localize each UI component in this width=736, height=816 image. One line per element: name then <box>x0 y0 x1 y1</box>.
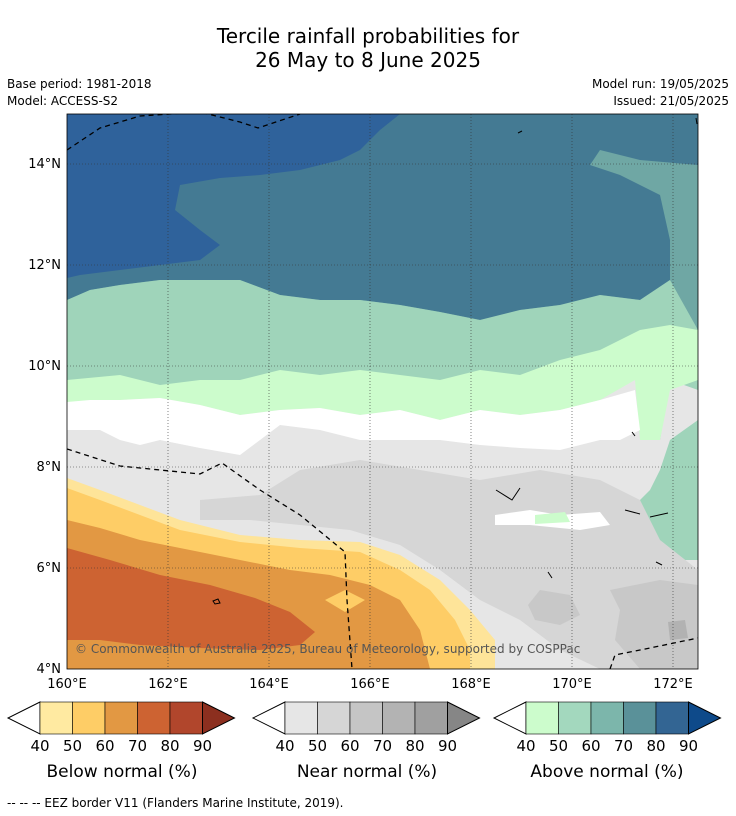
longitude-tick-label: 166°E <box>350 677 390 692</box>
colorbar-high-extend <box>202 701 236 735</box>
colorbar-tick-label: 70 <box>128 737 147 755</box>
above-80-region <box>67 114 400 278</box>
colorbar-segment <box>317 701 351 735</box>
map-title-line2: 26 May to 8 June 2025 <box>255 48 481 72</box>
colorbar-segment <box>382 701 416 735</box>
colorbar-tick-label: 40 <box>516 737 535 755</box>
eez-legend-footnote: -- -- -- EEZ border V11 (Flanders Marine… <box>7 796 344 810</box>
colorbar-segment <box>525 701 559 735</box>
above-40-patch <box>535 512 570 524</box>
colorbar-tick-label: 70 <box>614 737 633 755</box>
colorbar-segment <box>104 701 138 735</box>
below-normal-colorbar-label: Below normal (%) <box>46 762 198 782</box>
colorbar-segment <box>655 701 689 735</box>
longitude-tick-label: 160°E <box>47 677 87 692</box>
no-dominant-region <box>67 390 640 455</box>
eez-borders <box>67 114 698 669</box>
longitude-tick-label: 170°E <box>552 677 592 692</box>
colorbar-tick-label: 70 <box>373 737 392 755</box>
colorbar-tick-label: 50 <box>63 737 82 755</box>
colorbar-tick-label: 80 <box>160 737 179 755</box>
colorbar-segment <box>72 701 106 735</box>
model-name: Model: ACCESS-S2 <box>7 94 119 108</box>
map-field <box>67 114 698 669</box>
colorbar-tick-label: 90 <box>438 737 457 755</box>
colorbars: 40 50 60 70 80 90 40 50 60 70 80 90 40 50 60 70 80 90 <box>6 701 722 755</box>
issued-date: Issued: 21/05/2025 <box>613 94 729 108</box>
model-run: Model run: 19/05/2025 <box>591 77 729 91</box>
colorbar-high-extend <box>688 701 722 735</box>
colorbar-tick-label: 50 <box>308 737 327 755</box>
colorbar-high-extend <box>447 701 481 735</box>
below-70-region <box>67 548 315 650</box>
above-50-region <box>67 280 698 560</box>
longitude-ticks: 160°E 162°E 164°E 166°E 168°E 170°E 172°E <box>47 677 693 692</box>
colorbar-tick-label: 80 <box>646 737 665 755</box>
colorbar-tick-label: 90 <box>679 737 698 755</box>
near-normal-70-region <box>668 620 688 640</box>
above-normal-colorbar-label: Above normal (%) <box>530 762 684 782</box>
colorbar-tick-label: 40 <box>30 737 49 755</box>
map-title-line1: Tercile rainfall probabilities for <box>216 24 520 48</box>
latitude-tick-label: 12°N <box>28 258 61 273</box>
colorbar-segment <box>137 701 171 735</box>
colorbar-tick-label: 60 <box>340 737 359 755</box>
islands <box>212 117 698 605</box>
colorbar-tick-label: 40 <box>275 737 294 755</box>
longitude-tick-label: 172°E <box>653 677 693 692</box>
colorbar-low-extend <box>6 701 41 735</box>
latitude-tick-label: 4°N <box>37 662 62 677</box>
longitude-tick-label: 162°E <box>148 677 188 692</box>
colorbar-low-extend <box>492 701 527 735</box>
colorbar-segment <box>623 701 657 735</box>
longitude-tick-label: 164°E <box>249 677 289 692</box>
latitude-tick-label: 8°N <box>37 460 62 475</box>
longitude-tick-label: 168°E <box>451 677 491 692</box>
above-40-region <box>67 325 698 440</box>
latitude-tick-label: 6°N <box>37 561 62 576</box>
colorbar-segment <box>284 701 318 735</box>
latitude-tick-label: 10°N <box>28 359 61 374</box>
colorbar-segment <box>414 701 448 735</box>
copyright-notice: © Commonwealth of Australia 2025, Bureau… <box>75 642 580 656</box>
colorbar-segment <box>590 701 624 735</box>
colorbar-segment <box>39 701 73 735</box>
base-period: Base period: 1981-2018 <box>7 77 152 91</box>
map-graticule <box>67 114 698 669</box>
latitude-tick-label: 14°N <box>28 157 61 172</box>
colorbar-tick-label: 60 <box>581 737 600 755</box>
colorbar-segment <box>349 701 383 735</box>
latitude-ticks: 14°N 12°N 10°N 8°N 6°N 4°N <box>28 157 61 677</box>
colorbar-low-extend <box>251 701 286 735</box>
colorbar-segment <box>169 701 203 735</box>
map-frame <box>66 113 699 670</box>
near-normal-colorbar-label: Near normal (%) <box>296 762 438 782</box>
colorbar-tick-label: 60 <box>95 737 114 755</box>
colorbar-segment <box>558 701 592 735</box>
colorbar-tick-label: 50 <box>549 737 568 755</box>
below-50-patch <box>325 590 365 612</box>
colorbar-tick-label: 90 <box>193 737 212 755</box>
colorbar-tick-label: 80 <box>405 737 424 755</box>
